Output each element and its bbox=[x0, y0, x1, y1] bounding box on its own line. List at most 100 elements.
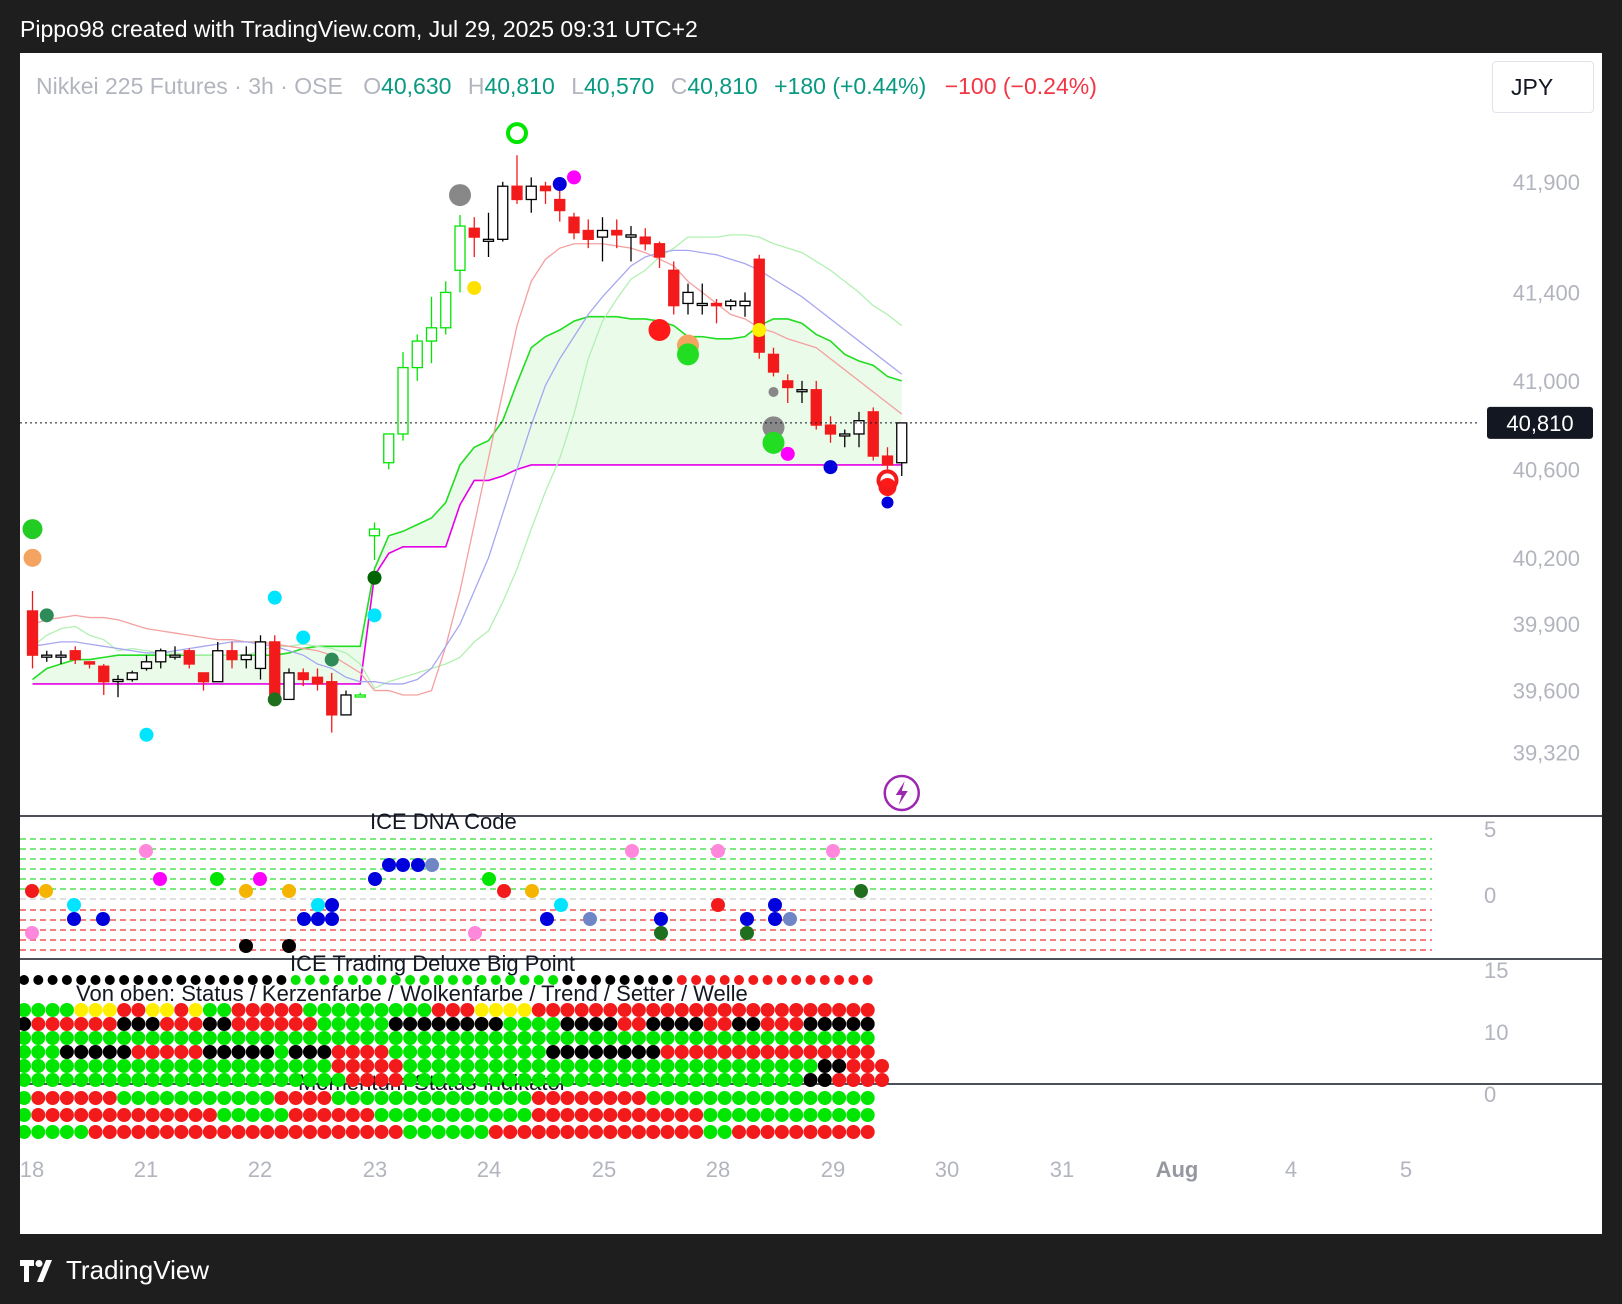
big-point-dot bbox=[403, 1017, 418, 1031]
signal-dot bbox=[762, 416, 785, 439]
pane-title: ICE Trading Deluxe Big Point bbox=[290, 951, 575, 976]
big-point-dot bbox=[460, 1017, 475, 1031]
big-point-dot bbox=[417, 1017, 432, 1031]
momentum-dot bbox=[631, 1091, 646, 1105]
dna-dot bbox=[325, 912, 339, 926]
x-tick-label: 31 bbox=[1050, 1157, 1074, 1182]
momentum-dot bbox=[589, 1108, 603, 1122]
big-point-dot bbox=[474, 1045, 489, 1059]
dna-dot bbox=[740, 912, 754, 926]
big-point-dot bbox=[546, 1017, 561, 1031]
momentum-dot bbox=[846, 1125, 861, 1139]
candle-body bbox=[383, 433, 395, 464]
big-point-dot bbox=[689, 1059, 704, 1073]
momentum-dot bbox=[503, 1091, 518, 1105]
momentum-dot bbox=[703, 1108, 718, 1122]
series-line-3 bbox=[32, 234, 903, 690]
big-point-dot bbox=[574, 1045, 589, 1059]
momentum-dot bbox=[660, 1125, 675, 1139]
low-key: L bbox=[571, 73, 584, 99]
big-point-dot bbox=[360, 1031, 375, 1045]
y-tick-label: 41,000 bbox=[1513, 369, 1580, 394]
momentum-dot bbox=[560, 1108, 575, 1122]
dna-dot bbox=[540, 912, 554, 926]
big-point-dot bbox=[245, 1073, 260, 1087]
big-point-dot bbox=[20, 975, 29, 985]
big-point-dot bbox=[689, 1003, 704, 1017]
big-point-dot bbox=[762, 975, 773, 985]
momentum-dot bbox=[774, 1125, 789, 1139]
big-point-dot bbox=[631, 1031, 646, 1045]
signal-dot bbox=[22, 519, 43, 540]
dna-dot bbox=[311, 898, 325, 912]
big-point-dot bbox=[846, 1073, 861, 1087]
big-point-dot bbox=[717, 1059, 732, 1073]
big-point-dot bbox=[803, 1045, 818, 1059]
candle-body bbox=[682, 291, 694, 305]
big-point-dot bbox=[548, 975, 559, 985]
y-tick-label: 40,200 bbox=[1513, 546, 1580, 571]
signal-dot bbox=[139, 727, 154, 742]
big-point-dot bbox=[245, 1031, 260, 1045]
signal-dot bbox=[752, 323, 767, 338]
momentum-dot bbox=[117, 1091, 132, 1105]
candle-body bbox=[839, 433, 851, 437]
momentum-dot bbox=[732, 1091, 746, 1105]
big-point-dot bbox=[817, 1003, 832, 1017]
momentum-dot bbox=[760, 1125, 775, 1139]
big-point-dot bbox=[102, 1031, 117, 1045]
dna-dot bbox=[783, 912, 797, 926]
candle-body bbox=[254, 641, 267, 670]
big-point-dot bbox=[560, 1017, 575, 1031]
big-point-dot bbox=[174, 1059, 189, 1073]
momentum-dot bbox=[717, 1108, 732, 1122]
currency-button[interactable]: JPY bbox=[1492, 61, 1594, 113]
momentum-dot bbox=[646, 1091, 661, 1105]
open-value: 40,630 bbox=[381, 73, 452, 99]
pane-y-tick: 0 bbox=[1484, 1082, 1496, 1107]
big-point-dot bbox=[732, 1073, 746, 1087]
big-point-dot bbox=[333, 975, 344, 985]
big-point-dot bbox=[231, 1045, 246, 1059]
momentum-dot bbox=[446, 1108, 460, 1122]
big-point-dot bbox=[832, 1073, 847, 1087]
big-point-dot bbox=[131, 1031, 146, 1045]
big-point-dot bbox=[760, 1003, 775, 1017]
big-point-dot bbox=[589, 1017, 603, 1031]
momentum-dot bbox=[388, 1125, 403, 1139]
chart-frame[interactable]: 40,810 41,900 41,400 41,000 40,600 40,200 39,9… bbox=[20, 53, 1602, 1234]
big-point-dot bbox=[648, 975, 659, 985]
x-tick-label: 23 bbox=[363, 1157, 387, 1182]
momentum-dot bbox=[102, 1108, 117, 1122]
big-point-dot bbox=[631, 1059, 646, 1073]
big-point-dot bbox=[288, 1073, 303, 1087]
chart-canvas[interactable]: 40,810 41,900 41,400 41,000 40,600 40,200 39,9… bbox=[20, 53, 1602, 1234]
big-point-dot bbox=[760, 1017, 775, 1031]
momentum-dot bbox=[217, 1108, 232, 1122]
big-point-dot bbox=[74, 1059, 89, 1073]
momentum-dot bbox=[860, 1091, 875, 1105]
big-point-dot bbox=[274, 1059, 289, 1073]
big-point-dot bbox=[531, 1003, 546, 1017]
big-point-dot bbox=[331, 1073, 346, 1087]
big-point-dot bbox=[160, 1045, 174, 1059]
momentum-dot bbox=[31, 1125, 46, 1139]
big-point-dot bbox=[646, 1073, 661, 1087]
momentum-dot bbox=[274, 1091, 289, 1105]
big-point-dot bbox=[488, 1073, 503, 1087]
momentum-dot bbox=[288, 1108, 303, 1122]
tradingview-logo[interactable]: TradingView bbox=[20, 1255, 209, 1286]
dna-dot bbox=[654, 912, 668, 926]
big-point-dot bbox=[188, 1017, 203, 1031]
big-point-dot bbox=[789, 1017, 804, 1031]
big-point-dot bbox=[488, 1031, 503, 1045]
big-point-dot bbox=[646, 1045, 661, 1059]
big-point-dot bbox=[202, 1031, 217, 1045]
momentum-dot bbox=[274, 1125, 289, 1139]
big-point-dot bbox=[817, 1031, 832, 1045]
momentum-dot bbox=[160, 1091, 174, 1105]
momentum-dot bbox=[446, 1125, 460, 1139]
candle-body bbox=[297, 672, 309, 681]
big-point-dot bbox=[619, 975, 630, 985]
symbol-name[interactable]: Nikkei 225 Futures · 3h · OSE bbox=[36, 73, 343, 99]
